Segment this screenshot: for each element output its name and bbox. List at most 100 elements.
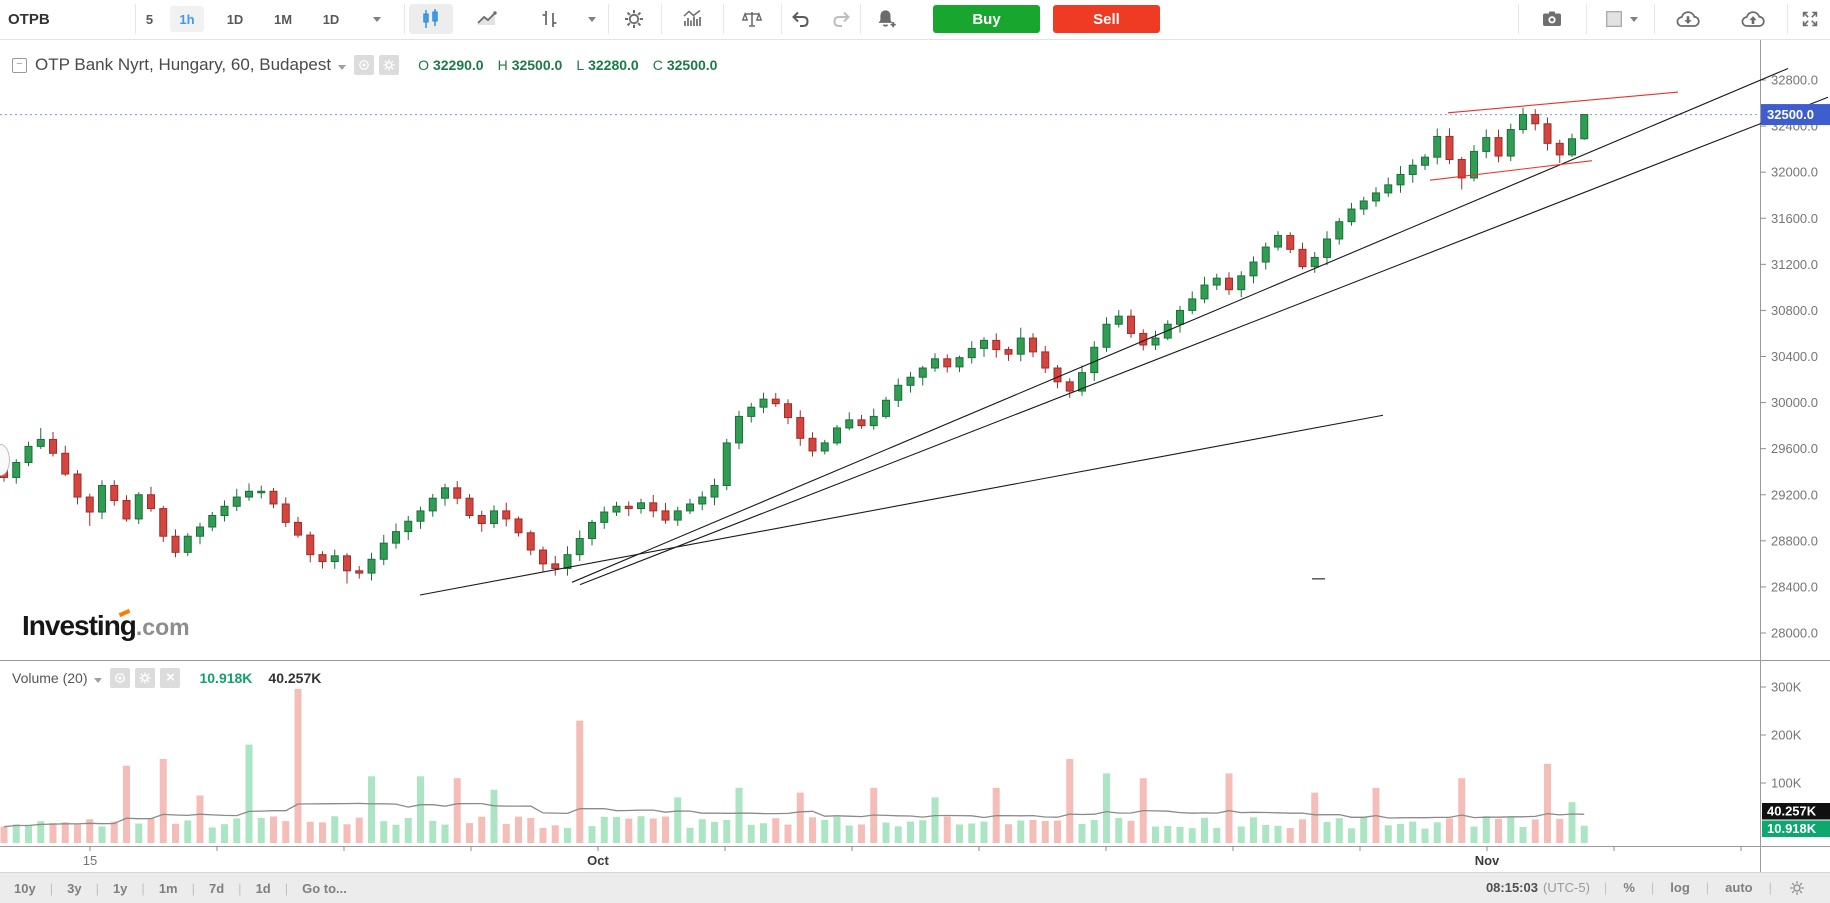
volume-bar <box>208 827 216 843</box>
goto-date-button[interactable]: Go to... <box>302 880 347 896</box>
volume-bar <box>711 821 718 843</box>
price-tick-label: 30000.0 <box>1771 395 1818 410</box>
separator: | <box>1603 880 1608 895</box>
layout-button[interactable] <box>1589 0 1651 38</box>
price-tick-label: 31600.0 <box>1771 211 1818 226</box>
save-chart-button[interactable] <box>1722 0 1784 38</box>
candle-body <box>147 494 155 510</box>
gear-icon <box>383 59 395 71</box>
interval-5-button[interactable]: 5 <box>145 11 154 27</box>
volume-bar <box>441 824 449 843</box>
percent-scale-button[interactable]: % <box>1623 880 1635 895</box>
volume-bar <box>257 817 265 843</box>
current-price-badge-value: 32500.0 <box>1767 107 1814 122</box>
candle-body <box>1004 349 1013 355</box>
trendline-red[interactable] <box>1447 91 1679 114</box>
candle-body <box>477 514 486 525</box>
price-tick-label: 28800.0 <box>1771 533 1818 548</box>
hide-series-button[interactable] <box>354 55 375 75</box>
range-3y-button[interactable]: 3y <box>67 880 82 896</box>
line-style-button[interactable] <box>458 0 516 38</box>
interval-1m-button[interactable]: 1M <box>273 11 293 27</box>
chevron-down-icon <box>1629 16 1638 22</box>
hide-volume-button[interactable] <box>110 668 131 688</box>
remove-volume-button[interactable]: × <box>160 668 181 688</box>
range-7d-button[interactable]: 7d <box>209 880 225 896</box>
series-settings-button[interactable] <box>379 55 400 75</box>
indicators-button[interactable] <box>662 0 721 38</box>
trendline-black[interactable] <box>579 96 1829 586</box>
clock[interactable]: 08:15:03 <box>1485 880 1538 895</box>
collapse-legend-icon[interactable]: − <box>12 57 27 73</box>
close-label: C <box>652 57 663 73</box>
trendline-red[interactable] <box>1429 160 1593 181</box>
chevron-down-icon[interactable] <box>338 64 347 70</box>
volume-bar <box>1544 763 1551 843</box>
volume-bar <box>1446 818 1453 843</box>
range-1m-button[interactable]: 1m <box>158 880 178 896</box>
trendline-black[interactable] <box>419 414 1384 596</box>
candle-body <box>1543 123 1552 144</box>
volume-bar <box>698 819 706 843</box>
volume-badge-value: 10.918K <box>1767 821 1817 836</box>
candle-body <box>1555 142 1564 156</box>
compare-scales-button[interactable] <box>724 0 779 38</box>
candle-body <box>318 554 327 563</box>
interval-1d2-button[interactable]: 1D <box>322 11 340 27</box>
range-1y-button[interactable]: 1y <box>112 880 128 896</box>
volume-bar <box>1397 824 1404 843</box>
candle-body <box>1384 184 1393 194</box>
volume-bar <box>809 817 816 843</box>
volume-settings-button[interactable] <box>135 668 156 688</box>
volume-bar <box>686 827 694 843</box>
separator: | <box>1768 880 1772 895</box>
interval-dropdown-button[interactable] <box>355 0 399 38</box>
candle-body <box>722 442 731 487</box>
volume-bar <box>172 823 179 843</box>
buy-button[interactable]: Buy <box>933 5 1040 33</box>
volume-tick-label: 300K <box>1771 680 1802 695</box>
candle-body <box>612 505 621 513</box>
candle-body <box>1090 346 1099 374</box>
timezone[interactable]: (UTC-5) <box>1542 880 1590 895</box>
volume-bar <box>319 822 326 843</box>
range-1d-button[interactable]: 1d <box>255 880 271 896</box>
candle-body <box>1396 173 1405 186</box>
volume-study-title[interactable]: Volume (20) <box>12 670 88 686</box>
bars-style-button[interactable] <box>521 0 579 38</box>
fullscreen-button[interactable] <box>1790 0 1830 38</box>
separator: | <box>1650 880 1655 895</box>
sell-button[interactable]: Sell <box>1053 5 1160 33</box>
trendline-black[interactable] <box>571 67 1789 583</box>
range-10y-button[interactable]: 10y <box>14 880 36 896</box>
candlestick-style-button[interactable] <box>409 4 453 34</box>
chart-settings-button[interactable] <box>609 0 659 38</box>
candle-body <box>808 437 817 452</box>
screenshot-button[interactable] <box>1521 0 1583 38</box>
undo-button[interactable] <box>784 0 820 38</box>
add-alert-button[interactable] <box>862 0 910 38</box>
interval-1h-button[interactable]: 1h <box>170 6 204 32</box>
volume-bar <box>478 816 486 843</box>
volume-current-value: 10.918K <box>199 670 253 686</box>
gear-icon <box>139 672 152 684</box>
chevron-down-icon[interactable] <box>94 677 103 683</box>
symbol-input[interactable]: OTPB <box>8 10 50 28</box>
candle-body <box>869 415 878 427</box>
interval-1d-button[interactable]: 1D <box>226 11 244 27</box>
log-scale-button[interactable]: log <box>1670 880 1690 895</box>
bottom-right-controls: 08:15:03 (UTC-5) | % | log | auto | <box>1486 873 1822 902</box>
redo-button[interactable] <box>822 0 858 38</box>
style-dropdown-button[interactable] <box>579 0 605 38</box>
load-chart-button[interactable] <box>1657 0 1719 38</box>
volume-bar <box>184 820 192 843</box>
price-tick-label: 28400.0 <box>1771 579 1818 594</box>
auto-scale-button[interactable]: auto <box>1725 880 1753 895</box>
volume-bar <box>233 818 241 843</box>
candle-body <box>1580 114 1589 140</box>
axis-settings-button[interactable] <box>1772 879 1822 897</box>
close-value: 32500.0 <box>666 57 718 73</box>
chart-title[interactable]: OTP Bank Nyrt, Hungary, 60, Budapest <box>35 55 332 74</box>
candle-body <box>1249 261 1258 277</box>
